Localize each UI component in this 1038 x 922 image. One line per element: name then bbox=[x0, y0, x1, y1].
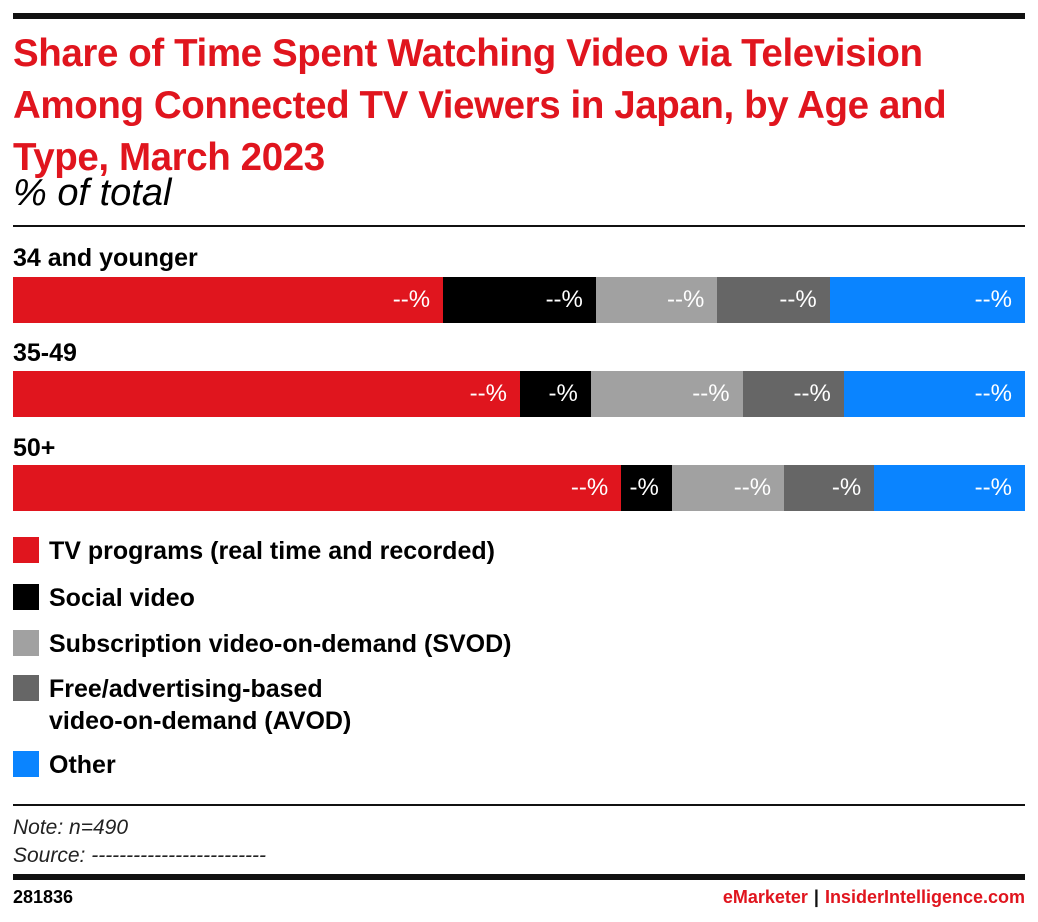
bar-segment-other: --% bbox=[874, 465, 1025, 511]
bar-segment-avod: --% bbox=[742, 371, 844, 417]
bar-segment-social-video: --% bbox=[443, 277, 596, 323]
data-label: --% bbox=[779, 286, 817, 313]
legend-item-social-video: Social video bbox=[13, 582, 195, 614]
bottom-rule bbox=[13, 874, 1025, 880]
bar-segment-social-video: -% bbox=[621, 465, 672, 511]
data-label: -% bbox=[831, 474, 862, 501]
bar-segment-tv-programs: --% bbox=[13, 277, 444, 323]
stacked-bar: --% -% --% --% --% bbox=[13, 371, 1025, 417]
bar-segment-svod: --% bbox=[671, 465, 785, 511]
legend-swatch bbox=[13, 675, 39, 701]
group-label: 34 and younger bbox=[13, 244, 198, 272]
legend-item-avod: Free/advertising-based video-on-demand (… bbox=[13, 673, 351, 737]
bar-segment-tv-programs: --% bbox=[13, 465, 622, 511]
bar-segment-other: --% bbox=[843, 371, 1025, 417]
footer-brand: eMarketer | InsiderIntelligence.com bbox=[723, 887, 1025, 908]
data-label: --% bbox=[974, 474, 1012, 501]
legend-swatch bbox=[13, 630, 39, 656]
legend-item-other: Other bbox=[13, 749, 116, 781]
legend-swatch bbox=[13, 751, 39, 777]
data-label: --% bbox=[545, 286, 583, 313]
notes-divider bbox=[13, 804, 1025, 806]
data-label: --% bbox=[733, 474, 772, 501]
bar-segment-avod: -% bbox=[784, 465, 875, 511]
header-divider bbox=[13, 225, 1025, 227]
group-label: 35-49 bbox=[13, 339, 77, 367]
chart-title: Share of Time Spent Watching Video via T… bbox=[13, 32, 947, 179]
bar-segment-avod: --% bbox=[717, 277, 830, 323]
bar-segment-other: --% bbox=[829, 277, 1025, 323]
legend-item-svod: Subscription video-on-demand (SVOD) bbox=[13, 628, 512, 660]
legend-item-tv-programs: TV programs (real time and recorded) bbox=[13, 535, 495, 567]
data-label: --% bbox=[667, 286, 705, 313]
legend-label: TV programs (real time and recorded) bbox=[49, 537, 495, 565]
data-label: --% bbox=[974, 286, 1012, 313]
source-text: Source: ------------------------- bbox=[13, 844, 267, 867]
data-label: --% bbox=[793, 380, 831, 407]
stacked-bar: --% -% --% -% --% bbox=[13, 465, 1025, 511]
legend-label: Social video bbox=[49, 584, 195, 612]
data-label: -% bbox=[548, 380, 578, 407]
brand-separator: | bbox=[813, 887, 819, 907]
group-label: 50+ bbox=[13, 434, 56, 462]
bar-segment-svod: --% bbox=[595, 277, 718, 323]
legend-label: Free/advertising-based video-on-demand (… bbox=[49, 675, 352, 735]
legend-swatch bbox=[13, 537, 39, 563]
chart-subtitle: % of total bbox=[13, 172, 172, 214]
brand-emarketer: eMarketer bbox=[722, 887, 808, 907]
data-label: --% bbox=[392, 286, 431, 313]
data-label: -% bbox=[629, 474, 659, 501]
legend-label: Subscription video-on-demand (SVOD) bbox=[49, 630, 512, 658]
data-label: --% bbox=[692, 380, 730, 407]
bar-segment-social-video: -% bbox=[520, 371, 591, 417]
brand-insider-intelligence: InsiderIntelligence.com bbox=[824, 887, 1025, 907]
bar-segment-svod: --% bbox=[590, 371, 743, 417]
data-label: --% bbox=[974, 380, 1012, 407]
legend-label: Other bbox=[49, 751, 116, 779]
data-label: --% bbox=[469, 380, 507, 407]
bar-segment-tv-programs: --% bbox=[13, 371, 520, 417]
legend-swatch bbox=[13, 584, 39, 610]
top-rule bbox=[13, 13, 1025, 19]
stacked-bar: --% --% --% --% --% bbox=[13, 277, 1025, 323]
data-label: --% bbox=[570, 474, 609, 501]
chart-id: 281836 bbox=[13, 887, 74, 907]
note-text: Note: n=490 bbox=[13, 816, 129, 839]
